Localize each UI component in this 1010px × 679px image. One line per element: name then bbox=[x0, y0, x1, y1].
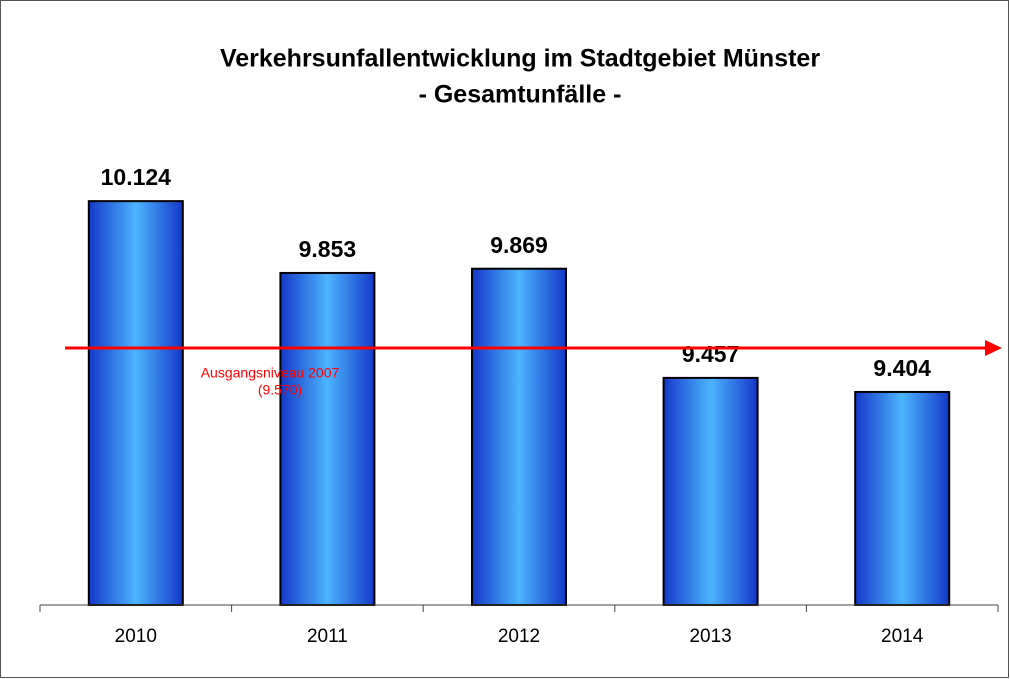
chart-subtitle: - Gesamtunfälle - bbox=[419, 81, 622, 109]
reference-value-label: (9.570) bbox=[258, 382, 302, 398]
value-label: 9.404 bbox=[873, 355, 931, 381]
x-tick-label: 2013 bbox=[689, 626, 731, 647]
x-tick-label: 2010 bbox=[115, 626, 157, 647]
x-tick-label: 2011 bbox=[307, 626, 348, 647]
bar bbox=[279, 271, 376, 606]
x-tick-label: 2012 bbox=[498, 626, 540, 647]
value-label: 9.853 bbox=[299, 236, 357, 262]
value-label: 9.869 bbox=[490, 232, 548, 258]
bar bbox=[662, 376, 759, 606]
bar bbox=[471, 267, 567, 606]
value-label: 10.124 bbox=[101, 164, 172, 190]
bar bbox=[87, 200, 184, 606]
bar bbox=[854, 390, 951, 606]
value-label: 9.457 bbox=[682, 341, 740, 367]
chart-title: Verkehrsunfallentwicklung im Stadtgebiet… bbox=[220, 45, 820, 73]
reference-label: Ausgangsniveau 2007 bbox=[201, 365, 340, 381]
reference-arrow bbox=[985, 339, 1002, 356]
x-tick-label: 2014 bbox=[881, 626, 924, 647]
